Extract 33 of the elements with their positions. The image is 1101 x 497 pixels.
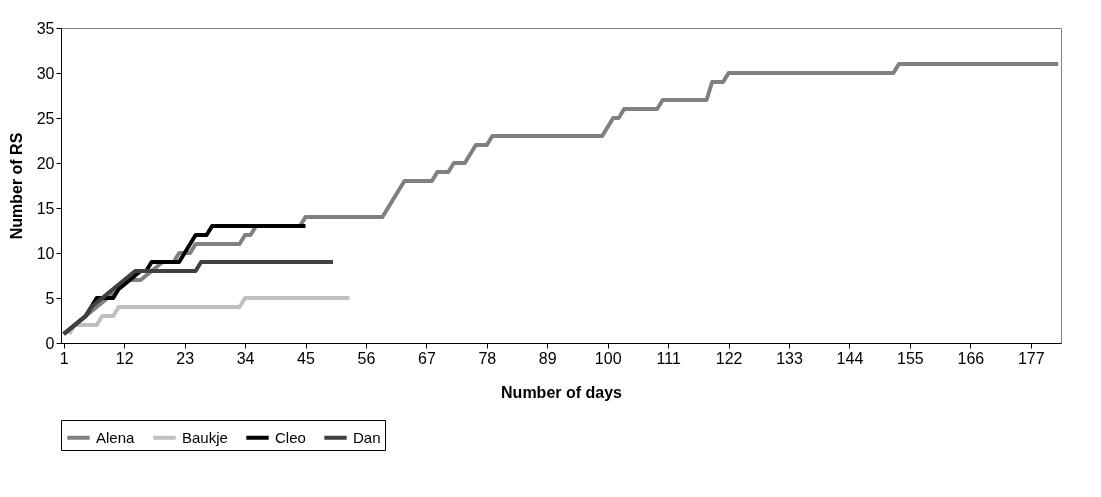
x-tick-label: 45 bbox=[297, 349, 316, 367]
x-tick-label: 23 bbox=[176, 349, 195, 367]
y-tick-label: 25 bbox=[36, 109, 55, 127]
x-tick-label: 155 bbox=[897, 349, 924, 367]
y-tick-label: 35 bbox=[36, 19, 55, 37]
x-tick-label: 100 bbox=[594, 349, 622, 367]
x-tick-label: 144 bbox=[836, 349, 864, 367]
x-tick-label: 111 bbox=[656, 349, 681, 367]
y-tick-label: 10 bbox=[36, 244, 55, 262]
y-tick-label: 15 bbox=[36, 199, 55, 217]
y-axis-title: Number of RS bbox=[7, 132, 25, 240]
x-tick-label: 56 bbox=[357, 349, 376, 367]
x-tick-label: 89 bbox=[538, 349, 557, 367]
x-tick-label: 12 bbox=[115, 349, 134, 367]
x-tick-label: 122 bbox=[715, 349, 743, 367]
x-tick-label: 67 bbox=[417, 349, 436, 367]
x-tick-label: 1 bbox=[59, 349, 69, 367]
y-tick-label: 30 bbox=[36, 64, 55, 82]
x-axis-title: Number of days bbox=[501, 383, 623, 401]
x-tick-label: 78 bbox=[478, 349, 497, 367]
y-tick-label: 0 bbox=[45, 334, 55, 352]
legend-label: Dan bbox=[353, 428, 381, 446]
y-tick-label: 5 bbox=[45, 289, 55, 307]
x-tick-label: 133 bbox=[776, 349, 803, 367]
legend-label: Alena bbox=[96, 428, 136, 446]
line-series bbox=[61, 260, 335, 336]
x-tick-label: 166 bbox=[957, 349, 985, 367]
x-tick-label: 177 bbox=[1017, 349, 1045, 367]
line-series bbox=[67, 296, 352, 336]
legend-label: Cleo bbox=[275, 428, 306, 446]
y-tick-label: 20 bbox=[36, 154, 55, 172]
legend-label: Baukje bbox=[182, 428, 228, 446]
x-tick-label: 34 bbox=[236, 349, 255, 367]
